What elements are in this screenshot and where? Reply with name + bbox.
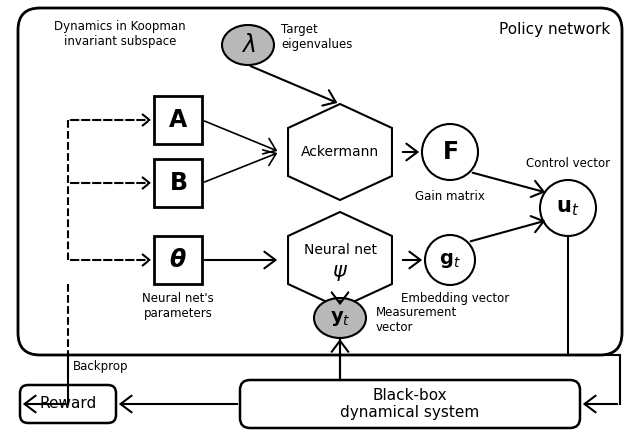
Text: $\mathbf{g}_t$: $\mathbf{g}_t$ [439, 250, 461, 270]
Polygon shape [288, 104, 392, 200]
Text: $\mathbf{y}_t$: $\mathbf{y}_t$ [330, 308, 350, 328]
Text: $\mathbf{F}$: $\mathbf{F}$ [442, 140, 458, 164]
Ellipse shape [222, 25, 274, 65]
Ellipse shape [314, 298, 366, 338]
Circle shape [422, 124, 478, 180]
FancyBboxPatch shape [20, 385, 116, 423]
Text: $\lambda$: $\lambda$ [241, 33, 255, 57]
Bar [154, 96, 202, 144]
FancyBboxPatch shape [18, 8, 622, 355]
Text: Neural net: Neural net [303, 243, 376, 257]
Text: Reward: Reward [40, 396, 97, 412]
Text: Backprop: Backprop [73, 360, 129, 373]
Text: $\mathbf{A}$: $\mathbf{A}$ [168, 108, 188, 132]
Bar [154, 159, 202, 207]
Polygon shape [288, 212, 392, 308]
Text: $\mathbf{B}$: $\mathbf{B}$ [169, 171, 187, 195]
Text: Target
eigenvalues: Target eigenvalues [281, 23, 353, 51]
Text: $\mathbf{u}_t$: $\mathbf{u}_t$ [556, 198, 580, 218]
Text: Measurement
vector: Measurement vector [376, 306, 457, 334]
Text: Gain matrix: Gain matrix [415, 190, 485, 203]
Text: Ackermann: Ackermann [301, 145, 379, 159]
Text: Black-box
dynamical system: Black-box dynamical system [340, 388, 479, 420]
Text: $\psi$: $\psi$ [332, 263, 348, 283]
Text: $\boldsymbol{\theta}$: $\boldsymbol{\theta}$ [169, 248, 187, 272]
Bar [154, 236, 202, 284]
Text: Embedding vector: Embedding vector [401, 292, 509, 305]
Text: Dynamics in Koopman
invariant subspace: Dynamics in Koopman invariant subspace [54, 20, 186, 48]
Circle shape [425, 235, 475, 285]
Text: Control vector: Control vector [526, 157, 610, 170]
Circle shape [540, 180, 596, 236]
FancyBboxPatch shape [240, 380, 580, 428]
Text: Policy network: Policy network [499, 22, 611, 37]
Text: Neural net's
parameters: Neural net's parameters [142, 292, 214, 320]
